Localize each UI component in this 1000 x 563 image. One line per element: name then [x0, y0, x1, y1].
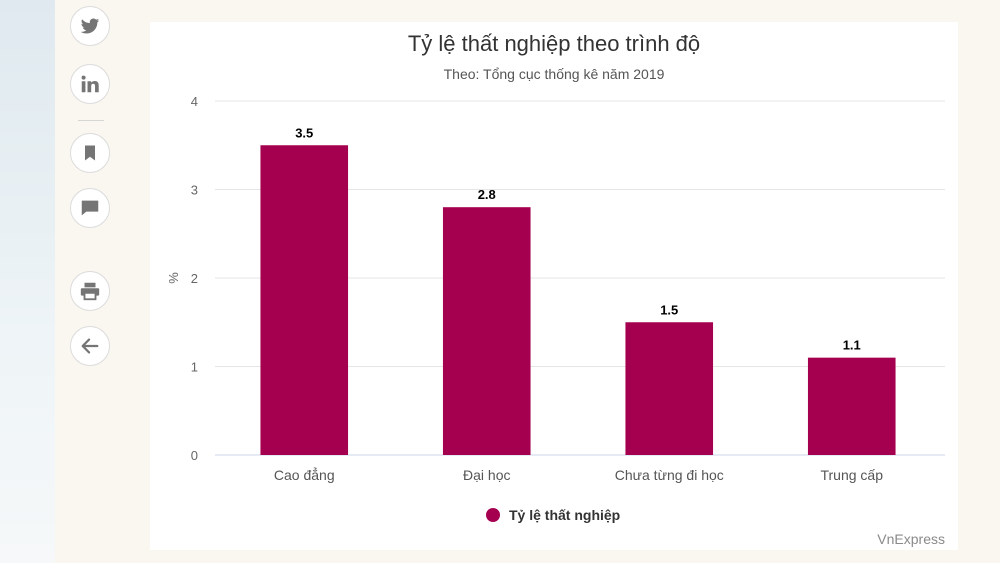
- bar: [807, 357, 896, 455]
- y-tick-label: 1: [191, 360, 198, 375]
- y-tick-label: 0: [191, 448, 198, 463]
- linkedin-icon: [81, 75, 99, 93]
- bar: [625, 322, 714, 455]
- page-left-edge: [0, 0, 55, 563]
- comment-icon: [81, 200, 99, 216]
- back-button[interactable]: [70, 326, 110, 366]
- x-tick-label: Cao đẳng: [274, 466, 335, 483]
- twitter-icon: [80, 18, 100, 34]
- legend-marker: [486, 508, 500, 522]
- data-label: 2.8: [478, 187, 496, 202]
- legend-item[interactable]: Tỷ lệ thất nghiệp: [486, 507, 620, 523]
- twitter-button[interactable]: [70, 6, 110, 46]
- data-label: 1.5: [660, 302, 678, 317]
- comment-button[interactable]: [70, 188, 110, 228]
- y-tick-label: 4: [191, 94, 198, 109]
- data-label: 3.5: [295, 125, 313, 140]
- x-tick-label: Chưa từng đi học: [615, 467, 724, 483]
- share-divider: [78, 120, 104, 121]
- y-axis-label: %: [166, 272, 181, 284]
- legend-label: Tỷ lệ thất nghiệp: [509, 507, 621, 523]
- source-credit: VnExpress: [877, 531, 945, 547]
- chart-title: Tỷ lệ thất nghiệp theo trình độ: [407, 31, 701, 56]
- y-tick-label: 2: [191, 271, 198, 286]
- bookmark-icon: [85, 145, 95, 161]
- y-tick-label: 3: [191, 183, 198, 198]
- back-arrow-icon: [81, 338, 99, 354]
- bar: [442, 207, 531, 455]
- chart-subtitle: Theo: Tổng cục thống kê năm 2019: [443, 66, 665, 82]
- x-tick-label: Trung cấp: [820, 467, 883, 483]
- print-icon: [80, 282, 100, 301]
- data-label: 1.1: [843, 338, 861, 353]
- print-button[interactable]: [70, 271, 110, 311]
- bar: [260, 145, 349, 455]
- linkedin-button[interactable]: [70, 64, 110, 104]
- bookmark-button[interactable]: [70, 133, 110, 173]
- x-tick-label: Đại học: [463, 467, 510, 483]
